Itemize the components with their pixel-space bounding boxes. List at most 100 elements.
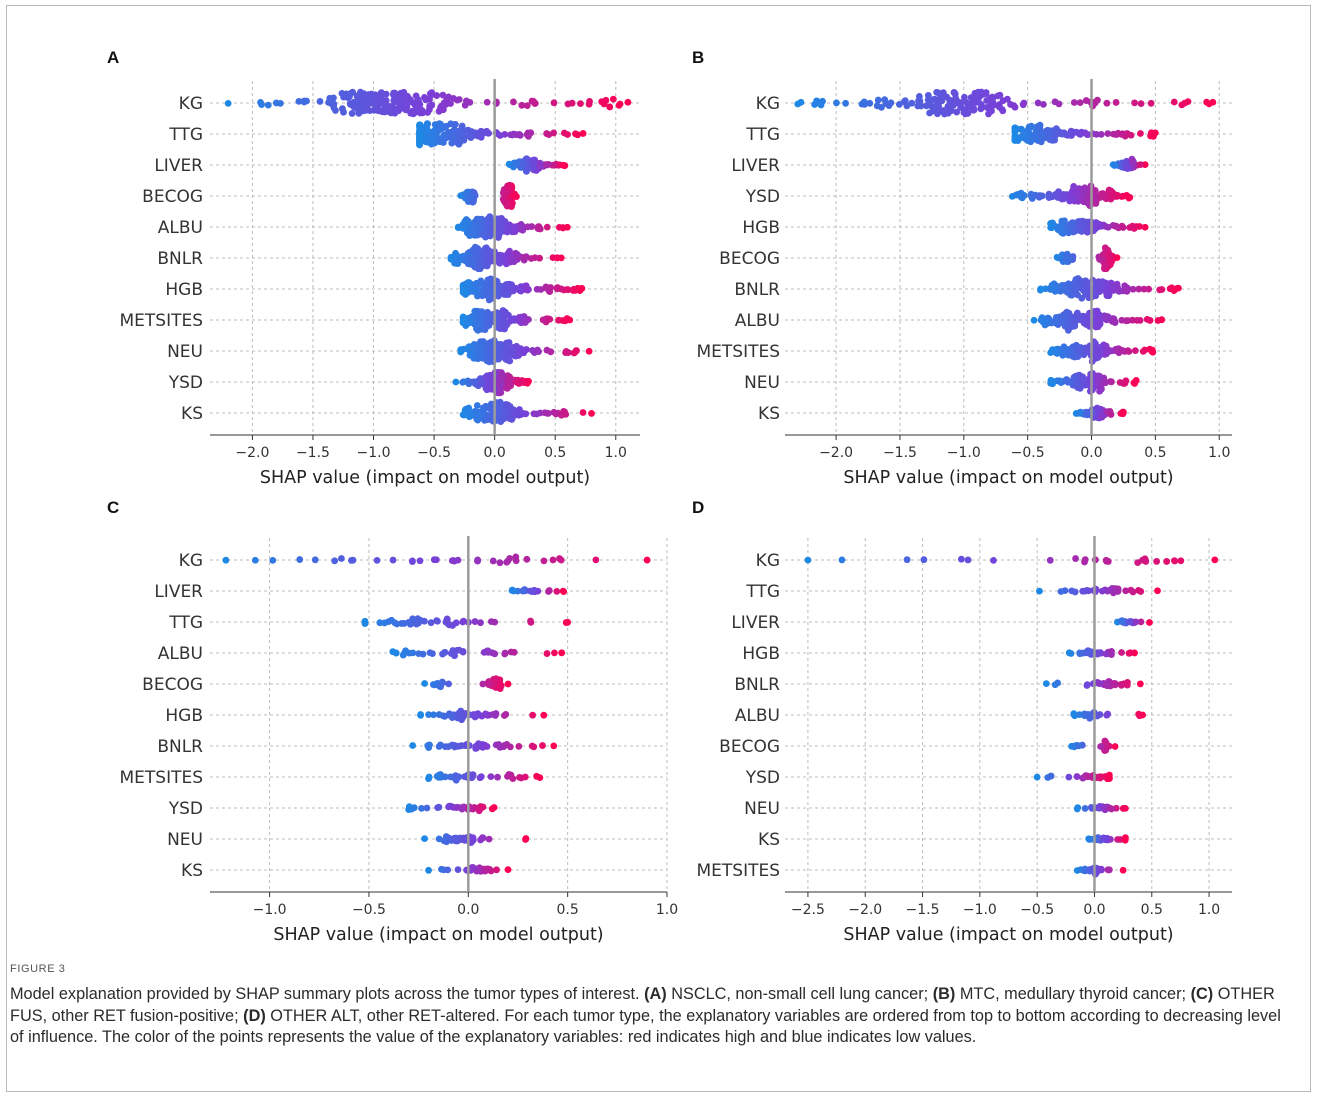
- shap-point: [1092, 200, 1100, 207]
- shap-point: [416, 101, 424, 108]
- shap-point: [1127, 586, 1135, 594]
- shap-point: [1081, 381, 1089, 389]
- shap-point: [464, 282, 472, 290]
- shap-point: [451, 121, 458, 128]
- shap-point: [858, 100, 866, 108]
- feature-label: YSD: [745, 187, 780, 207]
- shap-point: [1108, 648, 1115, 655]
- shap-point: [1020, 192, 1028, 199]
- x-tick-label: −1.5: [883, 445, 917, 461]
- shap-point: [439, 106, 447, 114]
- shap-point: [257, 99, 264, 106]
- shap-point: [522, 836, 529, 843]
- shap-point: [397, 89, 405, 97]
- shap-point: [453, 96, 461, 104]
- shap-point: [513, 131, 520, 139]
- shap-point: [373, 556, 381, 564]
- shap-point: [502, 340, 510, 347]
- shap-point: [1154, 317, 1162, 324]
- shap-point: [1083, 711, 1091, 719]
- shap-point: [1027, 138, 1035, 146]
- shap-point: [1109, 189, 1117, 197]
- shap-point: [516, 379, 524, 387]
- shap-point: [562, 347, 570, 355]
- shap-point: [1137, 100, 1145, 108]
- shap-point: [1063, 255, 1071, 263]
- shap-point: [563, 315, 571, 322]
- shap-point: [483, 98, 491, 106]
- shap-point: [1081, 285, 1089, 292]
- shap-point: [1118, 316, 1126, 324]
- shap-point: [1044, 126, 1052, 134]
- shap-point: [426, 102, 433, 110]
- shap-point: [455, 256, 463, 264]
- feature-label: BECOG: [142, 187, 203, 207]
- shap-point: [559, 224, 567, 231]
- shap-point: [1137, 618, 1145, 626]
- shap-point: [469, 228, 476, 236]
- shap-point: [577, 100, 584, 107]
- shap-point: [474, 326, 482, 334]
- shap-point: [1045, 192, 1053, 199]
- shap-point: [866, 99, 874, 107]
- shap-point: [1178, 101, 1186, 109]
- shap-point: [1072, 290, 1080, 298]
- shap-point: [454, 803, 462, 811]
- shap-point: [1102, 261, 1109, 269]
- shap-point: [1098, 773, 1106, 781]
- shap-point: [550, 742, 558, 750]
- shap-point: [444, 866, 452, 874]
- shap-point: [1118, 130, 1125, 138]
- shap-point: [838, 556, 846, 564]
- panel-label: D: [692, 498, 704, 517]
- shap-point: [1034, 99, 1042, 107]
- shap-point: [452, 834, 460, 842]
- shap-point: [1131, 347, 1139, 355]
- shap-point: [495, 741, 503, 748]
- shap-point: [1065, 773, 1073, 781]
- shap-point: [331, 557, 339, 565]
- shap-point: [1132, 618, 1140, 626]
- feature-label: ALBU: [735, 311, 780, 331]
- panel-b: B −2.0 −1.5 −1.0 −0.5 0.0 0.5 1.0 SHAP value (im…: [692, 48, 1232, 488]
- shap-point: [530, 410, 538, 418]
- shap-point: [426, 95, 433, 103]
- shap-point: [1083, 649, 1090, 657]
- shap-point: [295, 97, 303, 105]
- feature-label: LIVER: [154, 582, 203, 602]
- shap-point: [1037, 285, 1045, 293]
- shap-point: [881, 96, 889, 104]
- shap-point: [465, 404, 473, 412]
- shap-point: [574, 131, 582, 139]
- shap-point: [421, 94, 428, 101]
- shap-point: [1129, 285, 1137, 293]
- shap-point: [466, 248, 474, 256]
- shap-point: [536, 163, 544, 171]
- shap-point: [1014, 137, 1022, 144]
- panel-a: A −2.0 −1.5 −1.0 −0.5 0.0 0.5 1.0 SHAP value (im…: [107, 48, 640, 488]
- shap-point: [1103, 291, 1111, 298]
- feature-label: HGB: [742, 218, 780, 238]
- shap-point: [1097, 865, 1105, 873]
- shap-point: [501, 291, 508, 298]
- shap-point: [568, 99, 576, 107]
- shap-point: [438, 865, 445, 873]
- shap-point: [1094, 344, 1101, 351]
- shap-point: [353, 105, 361, 113]
- shap-point: [224, 99, 232, 107]
- shap-point: [433, 92, 441, 99]
- shap-point: [1079, 373, 1087, 381]
- shap-point: [1075, 742, 1083, 750]
- shap-point: [624, 98, 632, 106]
- shap-point: [440, 139, 447, 146]
- shap-point: [459, 220, 467, 228]
- feature-label: HGB: [165, 706, 203, 726]
- shap-point: [1066, 323, 1074, 331]
- shap-point: [1107, 805, 1115, 812]
- shap-point: [1054, 679, 1062, 687]
- shap-point: [498, 217, 506, 225]
- shap-point: [504, 866, 512, 874]
- shap-point: [478, 257, 486, 264]
- shap-point: [1072, 555, 1079, 562]
- shap-point: [376, 619, 384, 627]
